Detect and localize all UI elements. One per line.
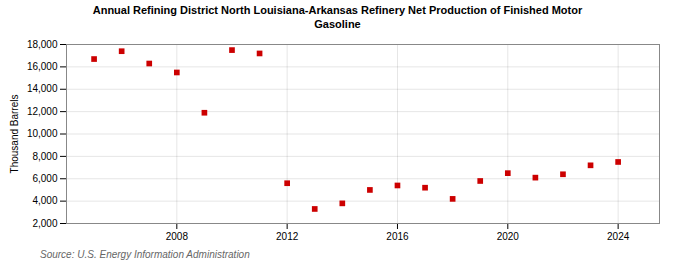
- svg-text:6,000: 6,000: [32, 173, 57, 184]
- svg-text:2020: 2020: [497, 230, 520, 241]
- svg-text:18,000: 18,000: [27, 38, 58, 49]
- html-text:Source: U.S. Energy Informatio: Source: U.S. Energy Information Administ…: [40, 248, 250, 260]
- svg-text:12,000: 12,000: [27, 105, 58, 116]
- svg-text:2008: 2008: [166, 230, 189, 241]
- svg-text:4,000: 4,000: [32, 195, 57, 206]
- svg-text:2,000: 2,000: [32, 217, 57, 228]
- svg-text:16,000: 16,000: [27, 61, 58, 72]
- svg-text:2024: 2024: [607, 230, 630, 241]
- svg-text:10,000: 10,000: [27, 128, 58, 139]
- svg-text:8,000: 8,000: [32, 150, 57, 161]
- svg-text:2016: 2016: [386, 230, 409, 241]
- svg-text:2012: 2012: [276, 230, 299, 241]
- html-text:Annual Refining District North: Annual Refining District North Louisiana…: [92, 4, 583, 31]
- svg-text:14,000: 14,000: [27, 83, 58, 94]
- svg-text:Thousand Barrels: Thousand Barrels: [9, 94, 20, 173]
